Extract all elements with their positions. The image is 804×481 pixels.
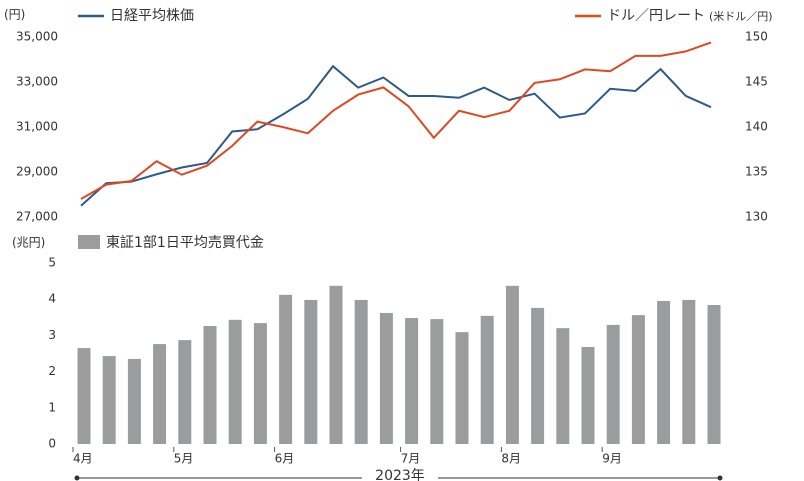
y-tick-label: 1 — [48, 400, 56, 414]
bar — [657, 301, 671, 444]
bar — [631, 315, 645, 444]
x-tick-label: 4月 — [73, 452, 93, 466]
bar — [329, 285, 343, 444]
bar — [581, 346, 595, 444]
legend-swatch — [78, 235, 100, 249]
y2-tick-label: 140 — [745, 120, 768, 134]
bar — [279, 294, 293, 444]
x-span-end — [717, 475, 723, 481]
y-unit: (円) — [4, 8, 25, 22]
bar — [455, 332, 469, 444]
bar — [178, 340, 192, 444]
bar — [480, 315, 494, 444]
y-tick-label: 5 — [48, 256, 56, 270]
legend-label: 東証1部1日平均売買代金 — [106, 235, 264, 251]
bar — [153, 344, 167, 444]
line-series — [80, 41, 712, 200]
bar — [228, 319, 242, 444]
x-tick-label: 5月 — [174, 452, 194, 466]
y-tick-label: 2 — [48, 364, 56, 378]
x-label: 2023年 — [375, 468, 425, 481]
bar — [354, 299, 368, 444]
line-series — [80, 64, 712, 207]
bar — [682, 299, 696, 444]
x-label-bg — [362, 468, 438, 481]
bar — [430, 319, 444, 444]
y-tick-label: 33,000 — [16, 75, 58, 89]
y-tick-label: 31,000 — [16, 120, 58, 134]
y-tick-label: 27,000 — [16, 210, 58, 224]
y2-tick-label: 150 — [745, 30, 768, 44]
legend-label: 日経平均株価 — [110, 8, 194, 24]
bar — [304, 299, 318, 444]
bar — [102, 356, 116, 444]
bar — [707, 304, 721, 444]
y-tick-label: 3 — [48, 328, 56, 342]
x-span-end — [74, 475, 80, 481]
x-tick-label: 7月 — [401, 452, 421, 466]
y-unit: (兆円) — [12, 236, 45, 250]
bar — [531, 307, 545, 444]
x-tick-label: 8月 — [501, 452, 521, 466]
bar — [253, 323, 267, 444]
y2-unit: (米ドル／円) — [709, 10, 773, 23]
y-tick-label: 29,000 — [16, 165, 58, 179]
y2-tick-label: 135 — [745, 165, 768, 179]
bar — [379, 312, 393, 444]
bar — [127, 358, 141, 444]
y2-tick-label: 145 — [745, 75, 768, 89]
bar — [405, 318, 419, 444]
y-tick-label: 4 — [48, 292, 56, 306]
bar — [505, 285, 519, 444]
legend-label: ドル／円レート — [607, 8, 705, 24]
bar — [77, 348, 91, 444]
bar — [556, 328, 570, 444]
bar — [203, 325, 217, 444]
y-tick-label: 35,000 — [16, 30, 58, 44]
bar — [606, 324, 620, 444]
x-tick-label: 9月 — [602, 452, 622, 466]
y2-tick-label: 130 — [745, 210, 768, 224]
y-tick-label: 0 — [48, 437, 56, 451]
x-tick-label: 6月 — [275, 452, 295, 466]
